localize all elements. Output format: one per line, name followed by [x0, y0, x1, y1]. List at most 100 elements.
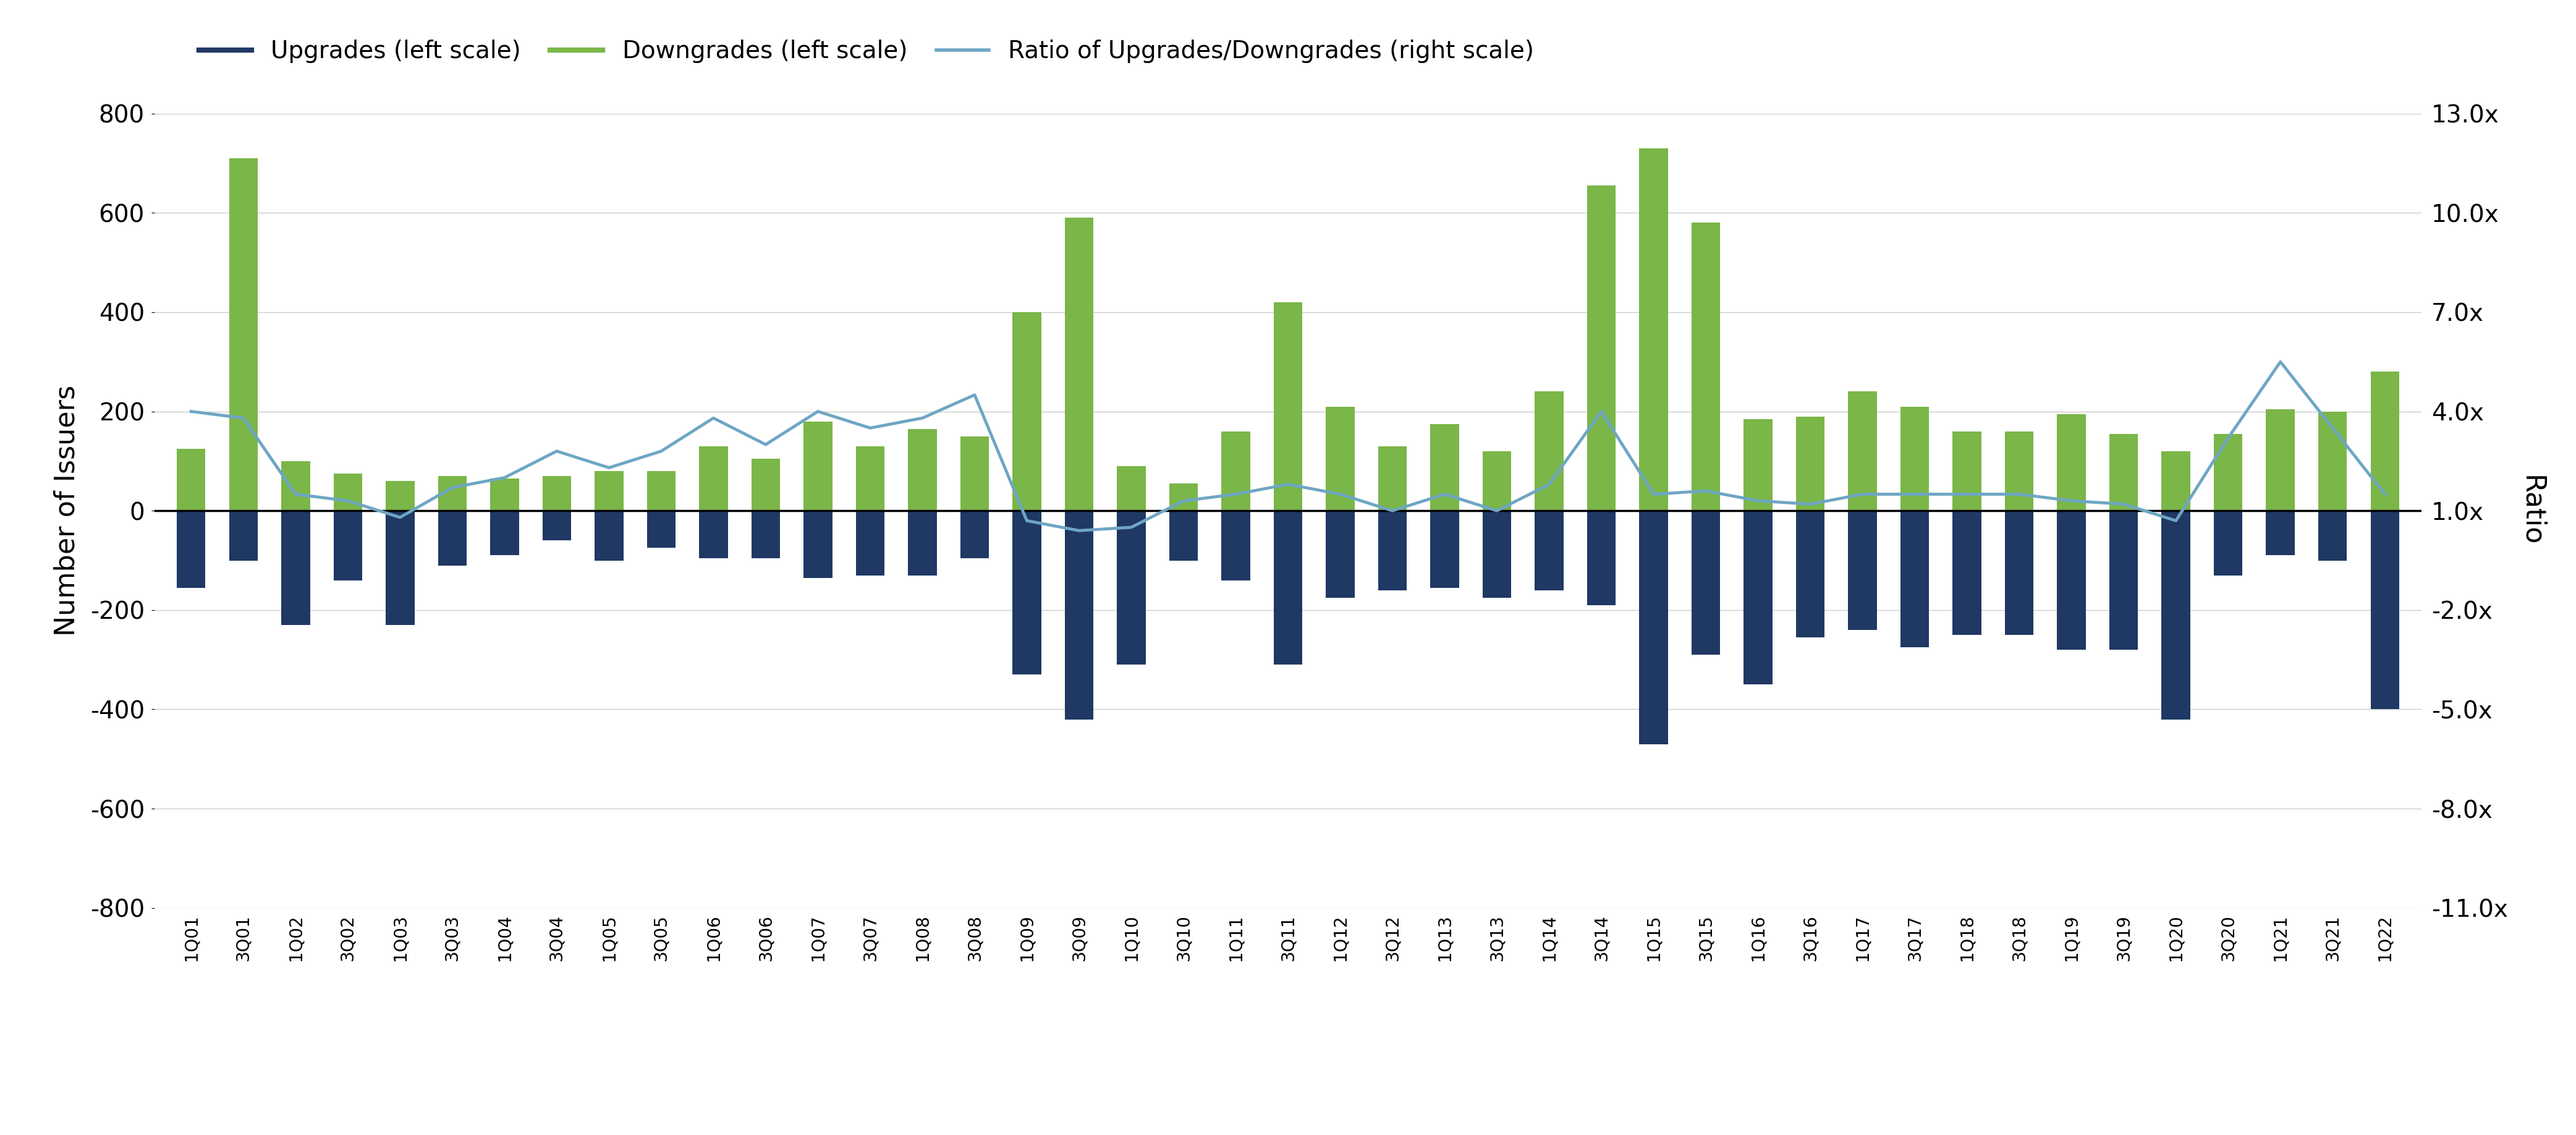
Bar	[544, 476, 572, 511]
Ratio of Upgrades/Downgrades (right scale)	[2107, 497, 2138, 511]
Ratio of Upgrades/Downgrades (right scale)	[1324, 487, 1355, 501]
Bar	[438, 511, 466, 565]
Ratio of Upgrades/Downgrades (right scale)	[1638, 487, 1669, 501]
Bar	[1170, 511, 1198, 561]
Bar	[1795, 511, 1824, 638]
Ratio of Upgrades/Downgrades (right scale)	[2264, 355, 2295, 369]
Ratio of Upgrades/Downgrades (right scale)	[1690, 484, 1721, 497]
Ratio of Upgrades/Downgrades (right scale)	[804, 404, 835, 418]
Bar	[961, 511, 989, 558]
Bar	[855, 446, 884, 511]
Line: Ratio of Upgrades/Downgrades (right scale): Ratio of Upgrades/Downgrades (right scal…	[191, 362, 2385, 530]
Bar	[1901, 406, 1929, 511]
Ratio of Upgrades/Downgrades (right scale)	[2318, 421, 2349, 435]
Bar	[1378, 511, 1406, 590]
Bar	[907, 429, 938, 511]
Bar	[1118, 511, 1146, 665]
Bar	[2267, 511, 2295, 555]
Bar	[855, 511, 884, 575]
Bar	[1064, 218, 1092, 511]
Bar	[2004, 511, 2032, 634]
Bar	[1638, 149, 1669, 511]
Bar	[2110, 511, 2138, 649]
Bar	[281, 461, 309, 511]
Bar	[1327, 511, 1355, 598]
Bar	[2318, 511, 2347, 561]
Bar	[1430, 423, 1458, 511]
Bar	[698, 511, 729, 558]
Bar	[1953, 431, 1981, 511]
Bar	[2110, 434, 2138, 511]
Ratio of Upgrades/Downgrades (right scale)	[2161, 514, 2192, 528]
Bar	[804, 421, 832, 511]
Bar	[2161, 451, 2190, 511]
Bar	[1484, 451, 1512, 511]
Bar	[178, 511, 206, 588]
Bar	[2161, 511, 2190, 720]
Bar	[1795, 417, 1824, 511]
Bar	[1012, 511, 1041, 674]
Ratio of Upgrades/Downgrades (right scale)	[1795, 497, 1826, 511]
Bar	[647, 471, 675, 511]
Bar	[2004, 431, 2032, 511]
Ratio of Upgrades/Downgrades (right scale)	[1587, 404, 1618, 418]
Bar	[1327, 406, 1355, 511]
Bar	[1847, 392, 1878, 511]
Bar	[332, 511, 363, 580]
Bar	[1692, 222, 1721, 511]
Bar	[178, 448, 206, 511]
Y-axis label: Number of Issuers: Number of Issuers	[54, 385, 80, 637]
Bar	[229, 158, 258, 511]
Bar	[1953, 511, 1981, 634]
Bar	[907, 511, 938, 575]
Ratio of Upgrades/Downgrades (right scale)	[1741, 494, 1772, 507]
Ratio of Upgrades/Downgrades (right scale)	[698, 411, 729, 424]
Ratio of Upgrades/Downgrades (right scale)	[384, 511, 415, 524]
Bar	[1638, 511, 1669, 745]
Bar	[1012, 312, 1041, 511]
Ratio of Upgrades/Downgrades (right scale)	[1430, 487, 1461, 501]
Bar	[281, 511, 309, 625]
Bar	[1273, 511, 1303, 665]
Bar	[1535, 511, 1564, 590]
Bar	[1221, 511, 1249, 580]
Bar	[752, 459, 781, 511]
Bar	[752, 511, 781, 558]
Bar	[804, 511, 832, 578]
Bar	[647, 511, 675, 548]
Ratio of Upgrades/Downgrades (right scale)	[438, 481, 469, 495]
Ratio of Upgrades/Downgrades (right scale)	[281, 487, 312, 501]
Bar	[2058, 511, 2087, 649]
Ratio of Upgrades/Downgrades (right scale)	[1953, 487, 1984, 501]
Bar	[1744, 511, 1772, 684]
Ratio of Upgrades/Downgrades (right scale)	[2004, 487, 2035, 501]
Legend: Upgrades (left scale), Downgrades (left scale), Ratio of Upgrades/Downgrades (ri: Upgrades (left scale), Downgrades (left …	[188, 31, 1543, 73]
Bar	[2213, 511, 2244, 575]
Ratio of Upgrades/Downgrades (right scale)	[332, 494, 363, 507]
Bar	[1064, 511, 1092, 720]
Ratio of Upgrades/Downgrades (right scale)	[1481, 504, 1512, 518]
Ratio of Upgrades/Downgrades (right scale)	[1167, 494, 1198, 507]
Bar	[489, 511, 518, 555]
Bar	[2058, 414, 2087, 511]
Bar	[1535, 392, 1564, 511]
Bar	[2370, 371, 2398, 511]
Bar	[489, 479, 518, 511]
Ratio of Upgrades/Downgrades (right scale)	[489, 471, 520, 485]
Bar	[386, 511, 415, 625]
Bar	[1484, 511, 1512, 598]
Bar	[229, 511, 258, 561]
Ratio of Upgrades/Downgrades (right scale)	[2056, 494, 2087, 507]
Bar	[595, 511, 623, 561]
Ratio of Upgrades/Downgrades (right scale)	[541, 444, 572, 457]
Ratio of Upgrades/Downgrades (right scale)	[1115, 521, 1146, 535]
Ratio of Upgrades/Downgrades (right scale)	[2370, 487, 2401, 501]
Bar	[1273, 302, 1303, 511]
Bar	[2318, 411, 2347, 511]
Ratio of Upgrades/Downgrades (right scale)	[907, 411, 938, 424]
Ratio of Upgrades/Downgrades (right scale)	[227, 411, 258, 424]
Ratio of Upgrades/Downgrades (right scale)	[1064, 523, 1095, 537]
Bar	[595, 471, 623, 511]
Ratio of Upgrades/Downgrades (right scale)	[958, 388, 989, 402]
Ratio of Upgrades/Downgrades (right scale)	[647, 444, 677, 457]
